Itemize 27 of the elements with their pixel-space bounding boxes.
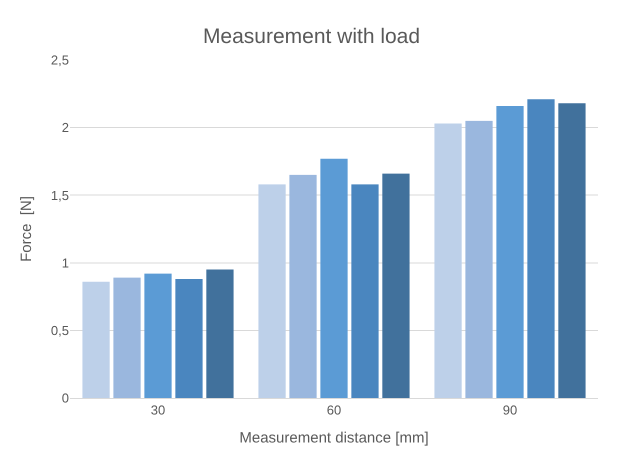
bar bbox=[496, 106, 524, 398]
bar bbox=[527, 99, 555, 398]
bar bbox=[434, 124, 462, 398]
bar bbox=[206, 270, 234, 398]
bar bbox=[113, 278, 141, 398]
x-tick-label: 60 bbox=[326, 402, 342, 418]
x-tick-label: 90 bbox=[502, 402, 518, 418]
bar bbox=[175, 279, 203, 398]
bar bbox=[144, 274, 172, 398]
bar bbox=[465, 120, 493, 398]
y-tick-label: 0 bbox=[62, 390, 69, 406]
bar bbox=[382, 174, 410, 398]
x-axis-title: Measurement distance [mm] bbox=[239, 430, 429, 447]
y-tick-label: 2,5 bbox=[50, 52, 69, 68]
y-tick-label: 1,5 bbox=[50, 188, 69, 203]
bar bbox=[258, 184, 286, 398]
bar bbox=[289, 174, 317, 398]
chart-title: Measurement with load bbox=[202, 24, 420, 48]
y-tick-label: 1 bbox=[62, 255, 69, 270]
y-axis-title: Force [N] bbox=[18, 196, 36, 262]
bar bbox=[320, 158, 348, 398]
bar bbox=[82, 282, 110, 398]
y-tick-label: 2 bbox=[62, 120, 69, 136]
y-tick-label: 0,5 bbox=[50, 322, 69, 338]
x-tick-label: 30 bbox=[150, 402, 166, 418]
bar bbox=[558, 103, 586, 398]
bar bbox=[351, 184, 379, 398]
